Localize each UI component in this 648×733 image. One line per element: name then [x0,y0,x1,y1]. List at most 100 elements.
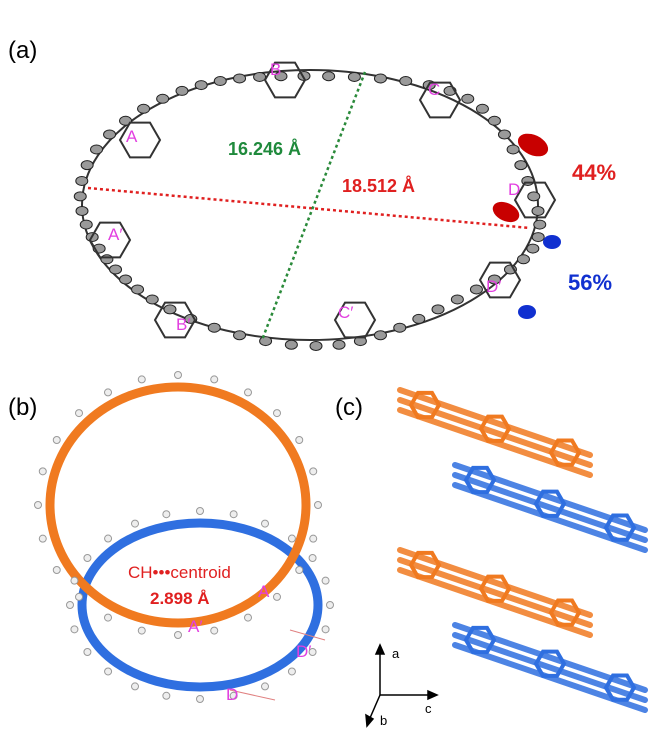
atom [119,274,133,285]
hydrogen [244,388,252,397]
atom [233,73,247,84]
benzene-ring [333,301,377,339]
hydrogen [104,667,113,676]
atom [233,330,247,341]
atom [399,76,413,87]
disorder-atom-blue [518,305,536,319]
hydrogen [75,592,84,601]
atom [332,339,346,350]
ring-label: D′ [296,642,311,661]
benzene-ring [408,390,442,420]
ring-label: C′ [338,303,353,322]
benzene-ring [153,301,197,339]
hydrogen [70,625,79,634]
atom [475,103,489,114]
axis-label: b [380,713,387,728]
hydrogen [229,510,238,519]
benzene-ring [548,598,582,627]
benzene-ring [478,574,512,603]
axis-label: a [392,646,400,661]
ring-label: D [508,180,520,199]
atom [131,284,145,295]
atom [526,243,540,254]
hydrogen [287,667,296,676]
atom [531,232,545,243]
stacked-molecule [452,632,648,703]
green-distance-line [260,71,367,341]
atom [274,71,288,82]
hydrogen [162,691,171,700]
annotation: CH•••centroid [128,563,231,582]
atom [119,115,133,126]
atom [469,284,483,295]
atom [373,73,387,84]
panel-label: (a) [8,37,37,64]
benzene-ring [118,121,162,159]
atom [309,341,323,351]
atom [213,76,227,87]
distance-label: 18.512 Å [342,176,415,196]
ring-label: A [258,582,270,601]
atom [487,115,501,126]
atom [75,206,89,216]
hydrogen [295,436,304,444]
hydrogen [261,682,269,691]
atom [175,85,189,96]
atom [259,336,273,347]
hydrogen [83,648,92,656]
hydrogen [210,626,219,635]
hydrogen [287,534,296,543]
atom [90,144,104,155]
hydrogen [321,576,330,585]
atom [207,322,221,333]
contact-line [289,629,326,641]
hydrogen [174,371,182,379]
atom [100,254,114,265]
distance-label: 16.246 Å [228,139,301,159]
disorder-atom-red [492,201,520,223]
panel-label: (b) [8,394,37,421]
hydrogen [309,534,318,543]
stacked-molecule [452,622,648,693]
disorder-atom-red [517,133,549,157]
axis-label: c [425,701,432,716]
red-distance-line [87,186,531,230]
hydrogen [326,601,334,609]
stacked-molecule [452,462,648,533]
stacked-molecule [397,387,593,458]
hydrogen [131,519,139,528]
atom [322,71,336,82]
ring-label: B [270,60,281,79]
benzene-ring [533,649,567,678]
ring-label: A′ [108,225,123,244]
ring-label: D [226,685,238,704]
disorder-atom-blue [543,235,561,249]
hydrogen [314,501,322,509]
atom [497,129,511,140]
distance-label: 2.898 Å [150,589,210,608]
atom [73,191,87,202]
hydrogen [104,388,112,397]
benzene-ring [533,489,567,518]
benzene-ring [88,221,132,259]
atom [75,175,89,186]
ring-label: D′ [486,277,501,296]
occupancy-label: 56% [568,270,612,295]
hydrogen [137,626,146,635]
benzene-ring [478,261,522,299]
benzene-ring [603,673,637,702]
ring-label: B′ [176,315,191,334]
benzene-ring [463,625,497,655]
ring-label: C [428,80,440,99]
hydrogen [196,507,204,515]
hydrogen [104,613,112,622]
atom [79,219,93,230]
hydrogen [272,409,281,418]
atom [506,144,520,155]
atom [450,294,464,305]
hydrogen [104,534,113,543]
stacked-molecule [397,397,593,468]
hydrogen [137,375,146,384]
hydrogen [52,566,61,574]
